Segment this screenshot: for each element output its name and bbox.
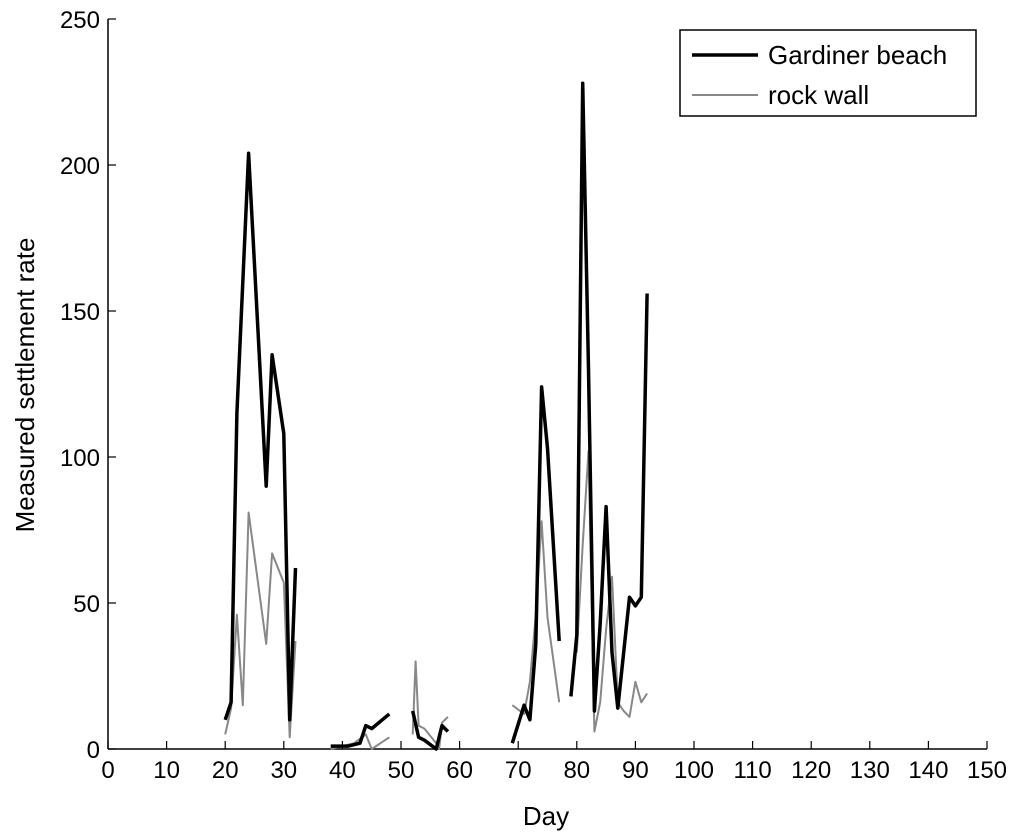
x-tick-label: 80 <box>563 757 590 784</box>
series-line-gardiner-beach <box>510 385 561 744</box>
x-tick-label: 90 <box>622 757 649 784</box>
x-tick-label: 0 <box>101 757 114 784</box>
series-line-rock-wall <box>575 450 648 733</box>
series-line-gardiner-beach <box>410 710 450 751</box>
y-axis-label: Measured settlement rate <box>10 238 40 533</box>
series-line-gardiner-beach <box>330 712 391 748</box>
y-tick-label: 250 <box>60 7 100 34</box>
x-tick-label: 130 <box>850 757 890 784</box>
x-tick-label: 40 <box>329 757 356 784</box>
y-tick-label: 0 <box>87 737 100 764</box>
axes: 0 10 20 30 40 50 60 70 80 90 100 110 120 130 140 150 0 50… <box>60 7 1007 784</box>
x-tick-label: 60 <box>446 757 473 784</box>
legend-label: Gardiner beach <box>768 40 947 70</box>
series-line-gardiner-beach <box>223 151 298 722</box>
x-tick-label: 70 <box>505 757 532 784</box>
y-tick-label: 200 <box>60 153 100 180</box>
x-tick-label: 100 <box>674 757 714 784</box>
x-tick-label: 50 <box>388 757 415 784</box>
x-tick-label: 140 <box>908 757 948 784</box>
x-tick-label: 10 <box>153 757 180 784</box>
y-tick-label: 150 <box>60 299 100 326</box>
series-line-gardiner-beach <box>569 81 649 713</box>
x-tick-label: 20 <box>212 757 239 784</box>
series-lines <box>223 81 649 751</box>
x-tick-label: 30 <box>270 757 297 784</box>
y-tick-label: 100 <box>60 445 100 472</box>
x-tick-label: 150 <box>967 757 1007 784</box>
legend-box <box>679 29 977 117</box>
x-axis-label: Day <box>523 801 569 831</box>
x-tick-label: 110 <box>733 757 771 784</box>
y-tick-label: 50 <box>73 591 100 618</box>
x-tick-label: 120 <box>791 757 831 784</box>
legend-label: rock wall <box>768 80 869 110</box>
legend: Gardiner beach rock wall <box>679 29 977 117</box>
